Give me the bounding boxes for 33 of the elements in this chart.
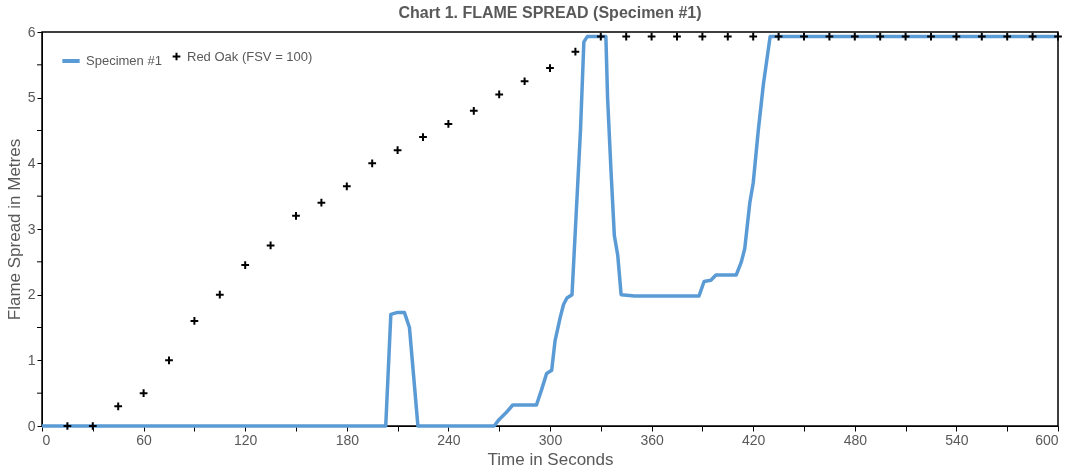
y-tick-label: 3 [27, 220, 36, 237]
legend-label: Red Oak (FSV = 100) [187, 48, 313, 64]
y-tick-label: 6 [27, 23, 36, 40]
x-tick-label: 540 [945, 431, 969, 448]
x-tick-label: 0 [42, 431, 51, 448]
x-axis-title: Time in Seconds [487, 449, 614, 469]
y-tick-label: 2 [27, 286, 36, 303]
x-tick-label: 420 [742, 431, 766, 448]
x-tick-label: 120 [234, 431, 258, 448]
y-axis-title: Flame Spread in Metres [4, 138, 24, 321]
x-tick-label: 480 [843, 431, 868, 448]
x-tick-label: 600 [1035, 431, 1059, 448]
point [545, 63, 555, 73]
point [164, 355, 174, 366]
y-tick-label: 0 [27, 417, 36, 434]
chart-title: Chart 1. FLAME SPREAD (Specimen #1) [398, 4, 702, 21]
x-tick-label: 300 [538, 431, 563, 448]
point [341, 181, 352, 192]
y-tick-label: 4 [27, 154, 36, 171]
point [214, 289, 225, 300]
x-tick-label: 360 [640, 431, 664, 448]
y-tick-label: 1 [27, 351, 36, 368]
legend-label: Specimen #1 [86, 53, 162, 68]
point [113, 401, 124, 412]
point [418, 132, 428, 142]
y-tick-label: 5 [27, 89, 36, 106]
x-tick-label: 60 [136, 431, 153, 448]
point [367, 158, 378, 169]
x-tick-label: 240 [437, 431, 461, 448]
point [240, 260, 251, 270]
point [87, 421, 98, 431]
line-series [40, 34, 1060, 428]
x-tick-label: 180 [335, 431, 360, 448]
